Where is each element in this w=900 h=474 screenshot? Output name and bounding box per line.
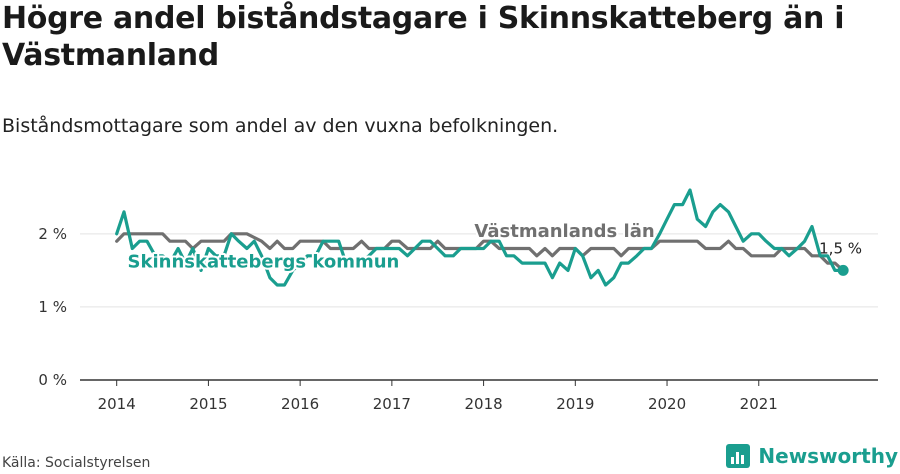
end-value-label: 1,5 % <box>819 239 862 257</box>
y-tick-label: 2 % <box>38 225 67 243</box>
series-line-vastmanland <box>115 232 845 272</box>
series-label-skinnskatteberg: Skinnskattebergs kommun <box>128 251 400 272</box>
chart-subtitle: Biståndsmottagare som andel av den vuxna… <box>2 115 559 137</box>
x-tick-label: 2014 <box>98 395 136 413</box>
end-point-marker <box>837 264 849 276</box>
chart-title: Högre andel biståndstagare i Skinnskatte… <box>2 1 845 73</box>
series-line-skinnskatteberg <box>115 188 845 287</box>
x-tick-label: 2015 <box>189 395 227 413</box>
x-tick-label: 2019 <box>556 395 594 413</box>
x-tick-label: 2018 <box>464 395 502 413</box>
x-tick-label: 2016 <box>281 395 319 413</box>
brand-name: Newsworthy <box>758 444 898 468</box>
series-label-vastmanland: Västmanlands län <box>474 221 654 242</box>
newsworthy-logo-icon <box>726 444 751 468</box>
y-tick-label: 1 % <box>38 298 67 316</box>
source-note: Källa: Socialstyrelsen <box>2 455 151 471</box>
x-tick-label: 2020 <box>648 395 686 413</box>
x-tick-label: 2021 <box>740 395 778 413</box>
brand-logo[interactable]: Newsworthy <box>726 442 898 470</box>
x-tick-label: 2017 <box>373 395 411 413</box>
y-tick-label: 0 % <box>38 371 67 389</box>
